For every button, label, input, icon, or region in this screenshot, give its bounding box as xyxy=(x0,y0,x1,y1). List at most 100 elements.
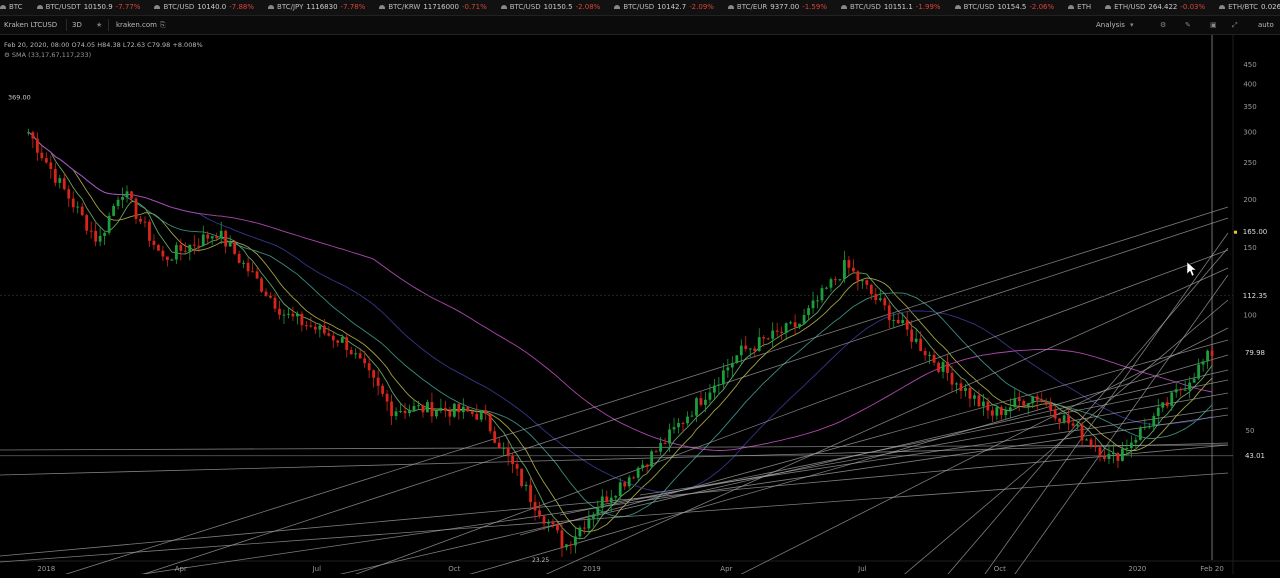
ticker-bar: BTC BTC/USDT 10150.9 -7.77% BTC/USD 10140.0 -7… xyxy=(0,0,1280,16)
ticker-item[interactable]: ETH xyxy=(1068,0,1091,15)
candle-body xyxy=(708,392,712,400)
x-tick-label: Feb 20 xyxy=(1200,565,1224,573)
trendline xyxy=(639,407,1229,496)
candle-body xyxy=(578,527,582,537)
ticker-item[interactable]: BTC/KRW 11716000 -0.71% xyxy=(379,0,487,15)
ticker-item[interactable]: BTC/USD 10142.7 -2.09% xyxy=(614,0,714,15)
candle-body xyxy=(820,288,824,301)
candle-body xyxy=(811,300,815,309)
y-tick-label: 450 xyxy=(1243,61,1256,69)
auto-scale-button[interactable]: auto xyxy=(1258,21,1274,29)
save-icon[interactable]: ▣ xyxy=(1210,21,1217,29)
ticker-item[interactable]: BTC/USD 10150.5 -2.08% xyxy=(500,0,600,15)
candle-body xyxy=(529,484,532,503)
candle-body xyxy=(986,401,990,411)
candle-body xyxy=(1210,350,1214,356)
legend-open: O74.05 xyxy=(71,41,96,49)
candle-body xyxy=(901,320,905,324)
candle-body xyxy=(937,362,940,372)
candle-body xyxy=(1206,350,1209,362)
candle-body xyxy=(35,138,39,153)
ticker-item[interactable]: BTC/USD 10151.1 -1.99% xyxy=(840,0,941,15)
ticker-item[interactable]: ETH/USD 264.422 -0.03% xyxy=(1105,0,1205,15)
candle-body xyxy=(869,284,873,295)
ticker-item[interactable]: BTC/USDT 10150.9 -7.77% xyxy=(36,0,140,15)
candle-body xyxy=(1125,448,1129,450)
analysis-menu[interactable]: Analysis xyxy=(1096,21,1125,29)
candle-body xyxy=(1008,407,1012,411)
exchange-icon xyxy=(154,5,161,9)
ticker-item[interactable]: BTC/JPY 1116830 -7.78% xyxy=(268,0,365,15)
candle-body xyxy=(1197,364,1201,379)
link-icon[interactable]: ⎘ xyxy=(160,21,166,29)
x-tick-label: Jul xyxy=(312,565,322,573)
y-tick-label: 350 xyxy=(1243,103,1256,111)
candle-body xyxy=(282,314,286,316)
candle-body xyxy=(547,522,550,524)
interval-button[interactable]: 3D xyxy=(72,21,82,29)
ticker-change: -1.59% xyxy=(802,3,827,11)
exchange-icon xyxy=(727,5,734,9)
candle-body xyxy=(206,234,210,239)
toolbar-divider xyxy=(66,19,67,31)
candle-body xyxy=(1040,399,1044,402)
candle-body xyxy=(170,259,174,261)
candle-body xyxy=(488,414,492,432)
candle-body xyxy=(520,468,523,487)
chart-area[interactable]: 450 400 350 300 250 200 150 100 50 2018 Apr Jul Oct 2… xyxy=(0,35,1280,578)
candle-body xyxy=(533,502,537,511)
candle-body xyxy=(426,402,429,413)
candle-body xyxy=(587,518,591,529)
candle-body xyxy=(802,315,806,324)
trendline xyxy=(344,249,1229,578)
ticker-item[interactable]: BTC xyxy=(0,0,23,15)
candle-body xyxy=(932,354,936,363)
ticker-symbol: ETH/BTC xyxy=(1228,3,1259,11)
chevron-down-icon[interactable]: ▾ xyxy=(1130,21,1134,29)
gear-icon[interactable]: ⚙ xyxy=(4,51,10,59)
draw-icon[interactable]: ✎ xyxy=(1185,21,1191,29)
candle-body xyxy=(762,337,766,339)
candle-body xyxy=(466,406,470,412)
ticker-symbol: BTC/USDT xyxy=(45,3,81,11)
candle-body xyxy=(1017,398,1021,402)
candle-body xyxy=(524,484,528,487)
candle-body xyxy=(990,410,994,416)
candle-body xyxy=(224,230,228,247)
candle-body xyxy=(556,524,559,531)
ticker-item[interactable]: BTC/EUR 9377.00 -1.59% xyxy=(727,0,827,15)
symbol-label[interactable]: Kraken LTCUSD xyxy=(4,21,58,29)
legend-indicator: SMA (33,17,67,117,233) xyxy=(11,51,92,59)
candle-body xyxy=(1152,415,1156,427)
candle-body xyxy=(228,242,232,247)
ticker-change: -2.09% xyxy=(689,3,714,11)
sma-line-33 xyxy=(28,131,1213,533)
ticker-symbol: BTC/USD xyxy=(509,3,541,11)
exchange-icon xyxy=(500,5,507,9)
source-label[interactable]: kraken.com xyxy=(116,21,157,29)
candle-body xyxy=(1174,389,1178,393)
candle-body xyxy=(793,322,797,328)
candle-body xyxy=(1201,361,1205,365)
fullscreen-icon[interactable]: ⤢ xyxy=(1232,21,1238,29)
settings-icon[interactable]: ⚙ xyxy=(1160,21,1167,29)
candle-body xyxy=(1080,424,1084,441)
candle-body xyxy=(686,416,689,424)
candle-body xyxy=(618,482,622,497)
ticker-symbol: BTC xyxy=(9,3,23,11)
ticker-item[interactable]: BTC/USD 10140.0 -7.88% xyxy=(154,0,254,15)
candle-body xyxy=(596,508,600,515)
price-axis-label: 112.35 xyxy=(1243,292,1268,300)
candle-body xyxy=(237,253,241,263)
ticker-price: 10142.7 xyxy=(657,3,687,11)
candle-body xyxy=(385,393,389,402)
candle-body xyxy=(497,442,501,449)
x-tick-label: Oct xyxy=(994,565,1006,573)
candle-body xyxy=(318,325,322,330)
ticker-item[interactable]: BTC/USD 10154.5 -2.06% xyxy=(954,0,1054,15)
ticker-price: 10150.9 xyxy=(83,3,113,11)
star-icon[interactable]: ★ xyxy=(96,21,103,29)
price-chart[interactable]: 450 400 350 300 250 200 150 100 50 2018 Apr Jul Oct 2… xyxy=(0,35,1280,578)
price-axis-label: 43.01 xyxy=(1245,452,1265,460)
